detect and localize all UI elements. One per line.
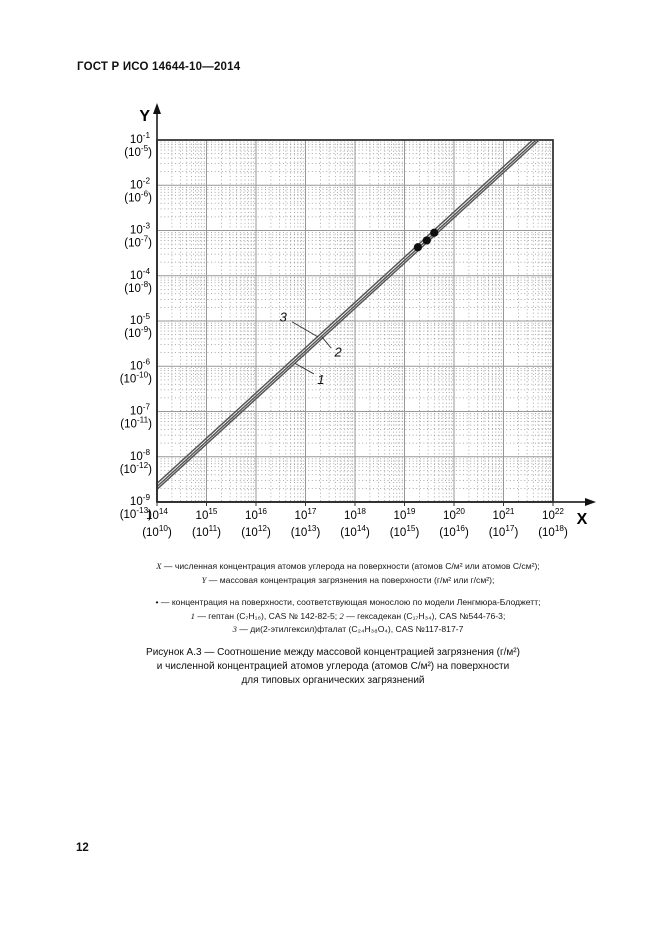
legend-line-1: Y — массовая концентрация загрязнения на… <box>201 574 495 585</box>
svg-text:(1017): (1017) <box>489 524 519 539</box>
svg-text:1022: 1022 <box>542 507 564 522</box>
monolayer-points <box>413 228 439 252</box>
series-lines <box>156 139 540 490</box>
svg-text:(10-6): (10-6) <box>124 189 152 204</box>
major-gridlines <box>157 140 553 502</box>
series-label-2: 2 <box>334 345 343 360</box>
y-tick-labels: 10-1(10-5) 10-2(10-6) 10-3(10-7) 10-4(10-8)… <box>120 131 152 521</box>
legend-line-3: 1 — гептан (C₇H₁₆), CAS № 142-82-5; 2 — … <box>190 610 506 621</box>
svg-text:(1011): (1011) <box>192 524 221 539</box>
legend-line-4: 3 — ди(2-этилгексил)фталат (C₂₄H₃₈O₄), C… <box>232 624 464 634</box>
svg-text:1016: 1016 <box>245 507 267 522</box>
x-axis-arrow <box>585 498 596 506</box>
svg-text:1017: 1017 <box>295 507 317 522</box>
svg-text:10-9: 10-9 <box>130 493 151 508</box>
svg-text:(10-10): (10-10) <box>120 370 152 385</box>
svg-text:(10-11): (10-11) <box>120 416 152 431</box>
legend-line-0: X — численная концентрация атомов углеро… <box>156 561 540 571</box>
svg-text:(10-9): (10-9) <box>124 325 152 340</box>
svg-text:10-7: 10-7 <box>130 403 151 418</box>
monolayer-point <box>413 243 422 252</box>
chart-canvas: 123YX1014(1010)1015(1011)1016(1012)1017(… <box>120 103 596 539</box>
svg-text:10-3: 10-3 <box>130 222 151 237</box>
svg-text:10-1: 10-1 <box>130 131 151 146</box>
series-label-3: 3 <box>280 309 288 324</box>
svg-text:1018: 1018 <box>344 507 366 522</box>
svg-text:(10-5): (10-5) <box>124 144 152 159</box>
svg-text:1014: 1014 <box>146 507 168 522</box>
svg-text:(1010): (1010) <box>142 524 172 539</box>
svg-text:(1018): (1018) <box>538 524 568 539</box>
svg-text:(1016): (1016) <box>439 524 469 539</box>
svg-text:10-5: 10-5 <box>130 312 151 327</box>
svg-text:1020: 1020 <box>443 507 465 522</box>
x-tick-labels: 1014 (1010) 1015 (1011) 1016 (1012) 1017 (1013)… <box>142 502 568 539</box>
legend-line-2: • — концентрация на поверхности, соответ… <box>155 597 541 607</box>
axes: YX <box>139 103 596 528</box>
series-label-1: 1 <box>317 372 324 387</box>
series-labels: 12 3 <box>280 309 343 386</box>
monolayer-point <box>422 236 431 245</box>
svg-text:10-4: 10-4 <box>130 267 151 282</box>
svg-text:(10-12): (10-12) <box>120 461 152 476</box>
x-axis-title: X <box>577 511 588 528</box>
page-number: 12 <box>76 842 89 854</box>
svg-text:(1013): (1013) <box>291 524 321 539</box>
y-axis-arrow <box>153 103 161 114</box>
svg-text:(10-7): (10-7) <box>124 235 152 250</box>
svg-text:(1012): (1012) <box>241 524 271 539</box>
figure-caption: Рисунок А.3 — Соотношение между массовой… <box>48 646 618 688</box>
svg-text:10-6: 10-6 <box>130 357 151 372</box>
figure-a3-chart: 1 2 3 Y X 1014 (1010) 1015 (1011) 1016 (1012) 1017(… <box>120 103 596 539</box>
monolayer-point <box>430 228 439 237</box>
svg-text:10-2: 10-2 <box>130 176 151 191</box>
figure-caption-line: Рисунок А.3 — Соотношение между массовой… <box>146 647 520 658</box>
svg-text:10-8: 10-8 <box>130 448 151 463</box>
chart-legend: X — численная концентрация атомов углеро… <box>78 560 618 637</box>
document-header: ГОСТ Р ИСО 14644-10—2014 <box>77 61 241 73</box>
svg-text:(10-8): (10-8) <box>124 280 152 295</box>
figure-caption-line: и численной концентрацией атомов углерод… <box>156 661 510 672</box>
svg-text:1021: 1021 <box>493 507 515 522</box>
svg-text:(1014): (1014) <box>340 524 370 539</box>
figure-caption-line: для типовых органических загрязнений <box>241 675 425 686</box>
y-axis-title: Y <box>139 108 150 125</box>
svg-text:1015: 1015 <box>196 507 218 522</box>
svg-text:(10-13): (10-13) <box>120 506 152 521</box>
svg-text:(1015): (1015) <box>390 524 420 539</box>
svg-text:1019: 1019 <box>394 507 416 522</box>
